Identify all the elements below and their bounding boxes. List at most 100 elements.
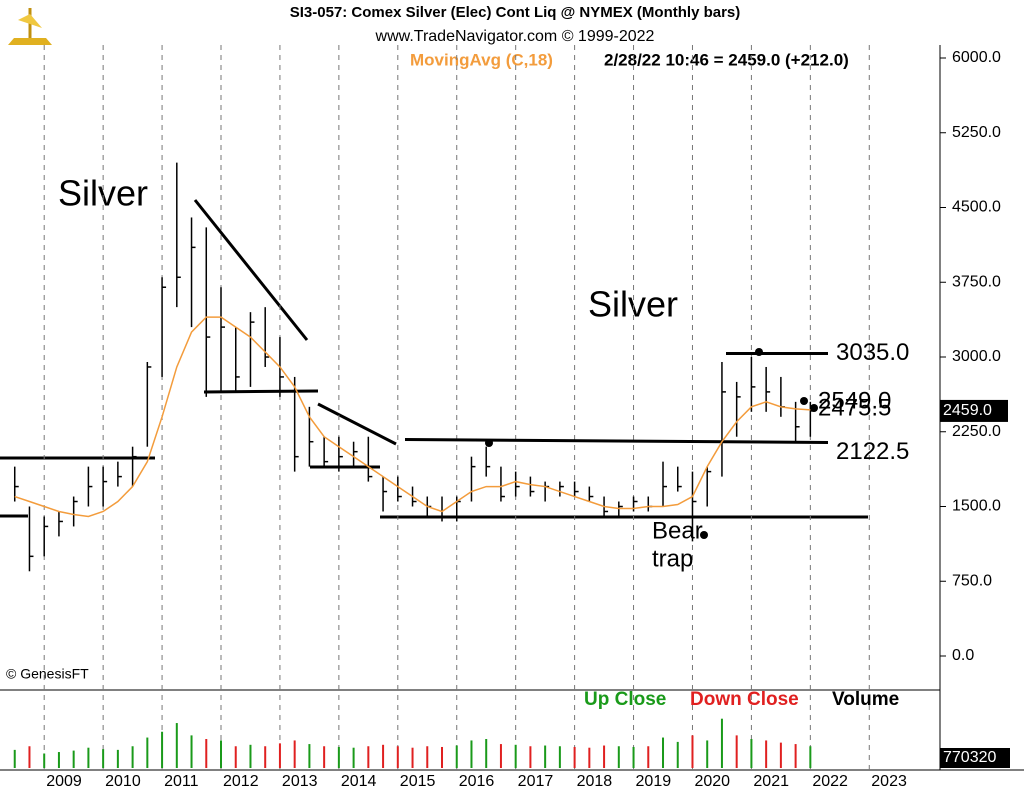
last-price-label: 2459.0 <box>943 402 992 419</box>
volume-bar <box>205 739 208 768</box>
legend-entry: Volume <box>832 689 899 710</box>
volume-bar <box>116 749 119 768</box>
plot-layer: 2009 2010 2011 2012 2013 2014 2015 2016 2017 2018… <box>13 45 1010 790</box>
volume-bar <box>514 744 517 768</box>
x-tick-label: 2021 <box>753 773 789 790</box>
level-label: 2549.0 <box>818 387 891 414</box>
y-tick-label: 3000.0 <box>952 348 1001 365</box>
level-label: 3035.0 <box>836 339 909 366</box>
volume-bar <box>779 742 782 768</box>
volume-bar <box>691 735 694 768</box>
volume-bar <box>131 746 134 768</box>
volume-bar <box>337 746 340 768</box>
volume-bar <box>588 747 591 768</box>
volume-bar <box>720 718 723 768</box>
volume-bar <box>426 746 429 768</box>
y-tick-label: 5250.0 <box>952 124 1001 141</box>
annotation: trap <box>652 545 693 572</box>
x-tick-label: 2018 <box>577 773 613 790</box>
volume-bar <box>544 745 547 768</box>
y-tick-label: 750.0 <box>952 572 992 589</box>
volume-bar <box>529 746 532 768</box>
volume-bar <box>558 746 561 768</box>
x-tick-label: 2013 <box>282 773 318 790</box>
volume-bar <box>735 735 738 768</box>
volume-bar <box>367 746 370 768</box>
volume-bar <box>750 739 753 768</box>
volume-bar <box>382 744 385 768</box>
indicator-label: MovingAvg (C,18) <box>410 50 553 69</box>
volume-bar <box>765 740 768 768</box>
volume-bar <box>323 746 326 768</box>
volume-bar <box>13 749 16 768</box>
legend-entry: Down Close <box>690 689 799 710</box>
volume-bar <box>676 741 679 768</box>
volume-bar <box>455 745 458 768</box>
x-tick-label: 2019 <box>636 773 672 790</box>
volume-bar <box>411 747 414 768</box>
volume-bar <box>809 746 812 768</box>
y-tick-label: 4500.0 <box>952 199 1001 216</box>
x-tick-label: 2014 <box>341 773 377 790</box>
volume-bar <box>352 747 355 768</box>
volume-bar <box>220 740 223 768</box>
x-tick-label: 2017 <box>518 773 554 790</box>
volume-bar <box>617 746 620 768</box>
volume-bar <box>43 753 46 768</box>
x-tick-label: 2010 <box>105 773 141 790</box>
volume-bar <box>293 740 296 768</box>
volume-bar <box>603 745 606 768</box>
volume-bar <box>234 746 237 768</box>
x-tick-label: 2022 <box>812 773 848 790</box>
volume-bar <box>87 747 90 768</box>
volume-bar <box>264 746 267 768</box>
volume-bar <box>706 740 709 768</box>
x-tick-label: 2020 <box>694 773 730 790</box>
y-tick-label: 3750.0 <box>952 273 1001 290</box>
level-label: 2122.5 <box>836 438 909 465</box>
volume-bar <box>794 744 797 768</box>
volume-bar <box>441 746 444 768</box>
y-tick-label: 6000.0 <box>952 49 1001 66</box>
markers <box>485 348 818 539</box>
volume-bar <box>470 740 473 768</box>
x-tick-label: 2023 <box>871 773 907 790</box>
volume-bar <box>146 737 149 768</box>
level-line <box>404 437 829 444</box>
volume-bar <box>396 746 399 768</box>
chart-title: SI3-057: Comex Silver (Elec) Cont Liq @ … <box>290 4 741 21</box>
y-tick-label: 0.0 <box>952 647 974 664</box>
volume-last: 770320 <box>943 749 996 766</box>
volume-bar <box>499 744 502 768</box>
volume-bar <box>190 735 193 768</box>
volume-bar <box>573 746 576 768</box>
logo <box>8 8 52 45</box>
x-tick-label: 2015 <box>400 773 436 790</box>
volume-bar <box>161 731 164 768</box>
annotation: Silver <box>588 284 678 325</box>
last-price-box <box>940 399 1008 422</box>
volume-bar <box>175 723 178 768</box>
volume-bar <box>485 739 488 768</box>
subtitle: www.TradeNavigator.com © 1999-2022 <box>375 28 655 45</box>
annotation: Bear <box>652 517 703 544</box>
volume-bar <box>72 750 75 768</box>
y-tick-label: 1500.0 <box>952 498 1001 515</box>
volume-bar <box>102 749 105 768</box>
volume-bar <box>308 744 311 768</box>
legend-entry: Up Close <box>584 689 666 710</box>
x-tick-label: 2016 <box>459 773 495 790</box>
quote-label: 2/28/22 10:46 = 2459.0 (+212.0) <box>604 50 849 69</box>
x-tick-label: 2009 <box>46 773 82 790</box>
level-label: 2475.5 <box>818 395 891 422</box>
volume-bar <box>249 744 252 768</box>
moving-average <box>14 316 811 518</box>
volume-bar <box>662 737 665 768</box>
credit: © GenesisFT <box>6 666 89 682</box>
volume-bar <box>57 752 60 768</box>
volume-box <box>940 748 1010 768</box>
x-tick-label: 2011 <box>164 773 199 790</box>
